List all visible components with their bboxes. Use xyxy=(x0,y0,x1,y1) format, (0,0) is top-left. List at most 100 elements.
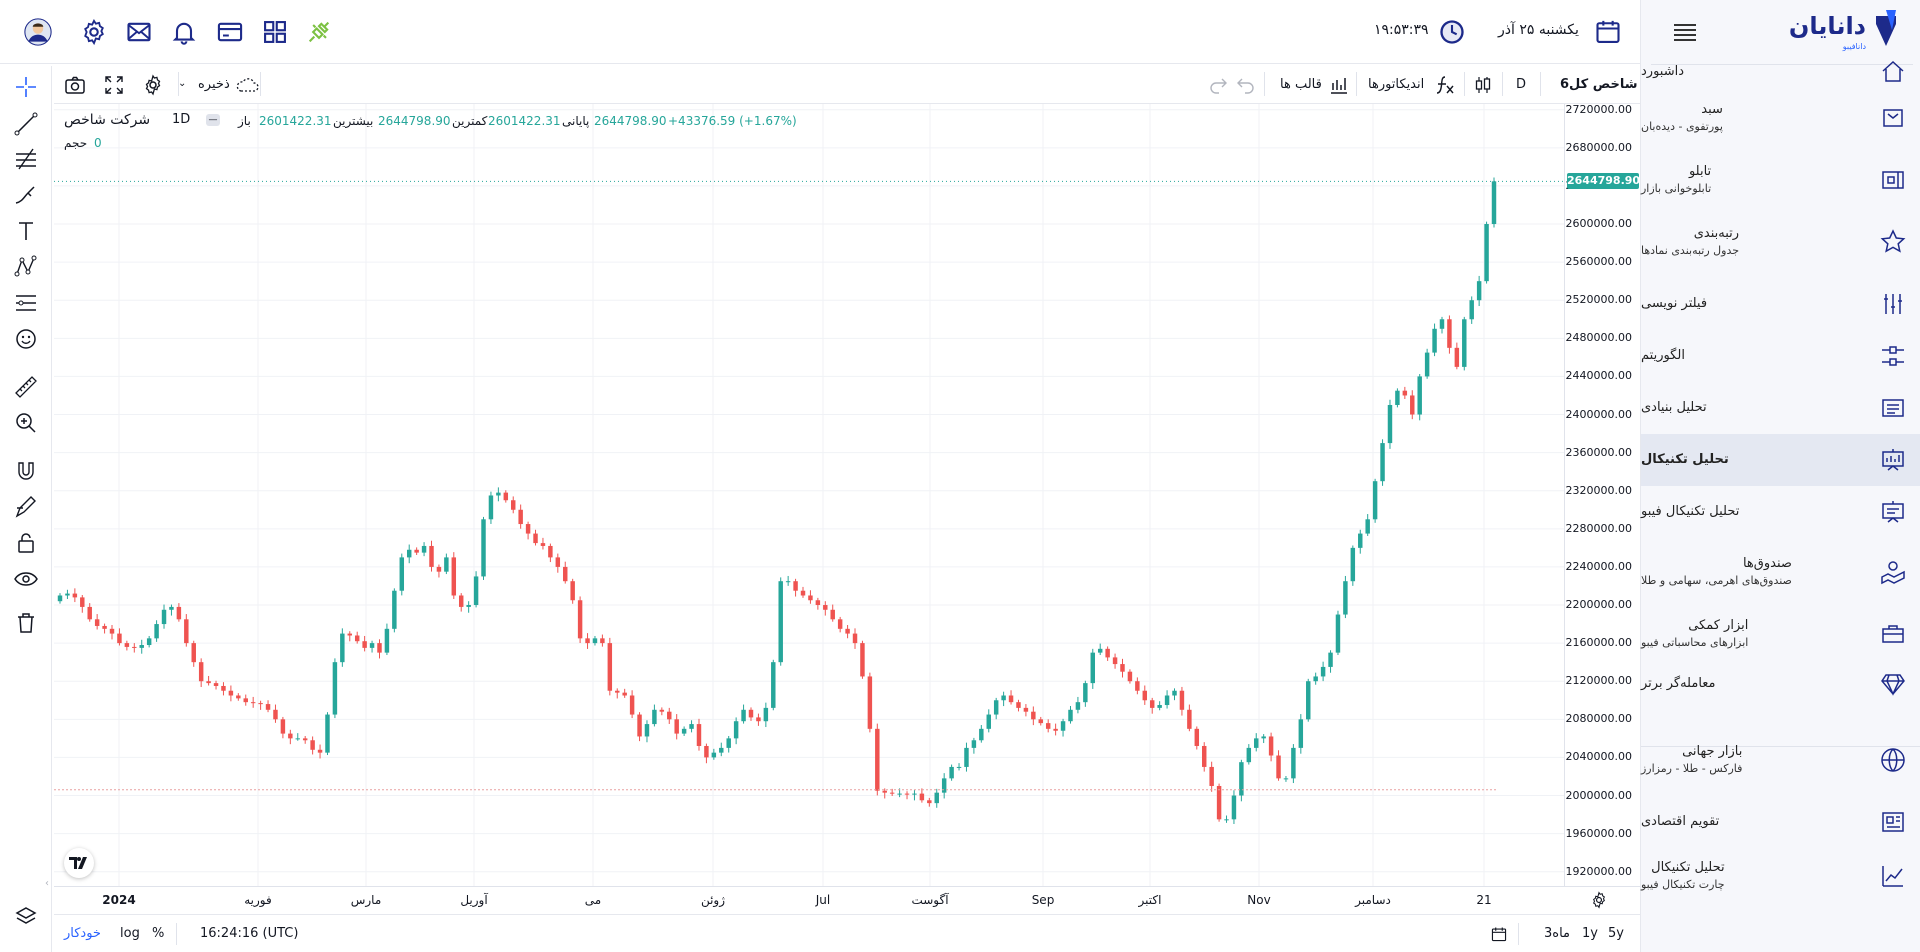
sidebar-item-label: تقویم اقتصادی xyxy=(1641,814,1720,829)
zoom-in-icon[interactable] xyxy=(13,410,39,436)
auto-scale-button[interactable]: خودکار xyxy=(64,926,101,941)
price-tick-label: 2200000.00 xyxy=(1565,598,1632,611)
sidebar-item-home[interactable]: داشبورد xyxy=(1641,46,1920,98)
fib-tools-icon[interactable] xyxy=(13,146,39,172)
menu-icon[interactable] xyxy=(1671,20,1699,44)
interval-button[interactable]: D xyxy=(1516,77,1527,92)
time-axis[interactable]: 2024 فوریه مارس آوریل می ژوئن Jul آگوست Sep اکتبر… xyxy=(54,886,1640,914)
card-icon[interactable] xyxy=(214,16,246,48)
lock-icon[interactable] xyxy=(13,530,39,556)
apps-icon[interactable] xyxy=(259,16,291,48)
candle xyxy=(198,658,204,688)
crosshair-icon[interactable] xyxy=(13,74,39,100)
brush-icon[interactable] xyxy=(13,182,39,208)
redo-icon[interactable] xyxy=(1208,74,1230,96)
symbol-search[interactable]: شاخص کل6 xyxy=(1560,77,1638,92)
bell-icon[interactable] xyxy=(168,16,200,48)
indicators-button[interactable]: اندیکاتورها xyxy=(1368,77,1425,92)
sidebar-item-briefcase[interactable]: ابزار کمکی ابزارهای محاسباتی فیبو xyxy=(1641,608,1920,660)
eye-icon[interactable] xyxy=(13,566,39,592)
candle xyxy=(503,490,509,503)
range-button-2[interactable]: 3ماه xyxy=(1544,926,1571,941)
candle xyxy=(87,603,92,622)
chart-settings-icon[interactable] xyxy=(142,74,164,96)
sidebar-item-presentation[interactable]: تحلیل تکنیکال فیبو xyxy=(1641,486,1920,538)
calendar-icon[interactable] xyxy=(1592,16,1624,48)
trend-line-icon[interactable] xyxy=(13,111,39,137)
plug-icon[interactable] xyxy=(303,16,335,48)
settings-icon[interactable] xyxy=(78,16,110,48)
magnet-icon[interactable] xyxy=(13,458,39,484)
candle xyxy=(1313,672,1318,685)
cloud-icon[interactable] xyxy=(234,74,260,96)
sidebar-item-filter[interactable]: فیلتر نویسی xyxy=(1641,278,1920,330)
layers-icon[interactable] xyxy=(13,904,39,930)
candle xyxy=(1283,775,1289,782)
candle xyxy=(830,604,835,622)
emoji-icon[interactable] xyxy=(13,326,39,352)
candle xyxy=(399,553,405,596)
templates-button[interactable]: قالب ها xyxy=(1280,77,1322,92)
axis-settings-icon[interactable] xyxy=(1590,891,1608,909)
date-range-icon[interactable] xyxy=(1490,925,1508,943)
sidebar-item-fund[interactable]: صندوق‌ها صندوق‌های اهرمی، سهامی و طلا xyxy=(1641,546,1920,598)
candle xyxy=(904,791,910,800)
fund-icon xyxy=(1881,561,1905,585)
legend-close-label: پایانی xyxy=(562,114,590,128)
draw-mode-icon[interactable] xyxy=(13,494,39,520)
templates-icon[interactable] xyxy=(1328,74,1350,96)
sidebar-item-algorithm[interactable]: الگوریتم xyxy=(1641,330,1920,382)
candle xyxy=(1031,706,1036,726)
prediction-icon[interactable] xyxy=(13,290,39,316)
candle xyxy=(741,704,746,724)
price-tick-label: 2480000.00 xyxy=(1565,331,1632,345)
price-axis[interactable]: 2720000.002680000.002640000.002600000.00… xyxy=(1564,103,1640,886)
range-button-1[interactable]: 1y xyxy=(1582,926,1598,941)
candle xyxy=(1060,718,1066,737)
function-icon[interactable] xyxy=(1434,74,1456,96)
sidebar-item-diamond[interactable]: معامله‌گر برتر xyxy=(1641,658,1920,710)
clock-icon xyxy=(1436,16,1468,48)
brand-logo[interactable]: دانایان دانافیبو xyxy=(1786,10,1906,56)
percent-scale-button[interactable]: % xyxy=(152,926,165,941)
sidebar-item-fundamental[interactable]: تحلیل بنیادی xyxy=(1641,382,1920,434)
sidebar-item-globe[interactable]: بازار جهانی فارکس - طلا - رمزارز xyxy=(1641,734,1920,786)
sidebar-item-newspaper[interactable]: تقویم اقتصادی xyxy=(1641,796,1920,848)
chevron-down-icon[interactable]: ⌄ xyxy=(178,78,187,89)
collapse-left-icon[interactable]: ‹ xyxy=(45,878,49,889)
tradingview-logo[interactable] xyxy=(64,848,94,878)
price-chart[interactable] xyxy=(54,104,1564,886)
utc-clock[interactable]: 16:24:16 (UTC) xyxy=(200,926,299,941)
candle xyxy=(1083,680,1088,707)
candle xyxy=(377,639,382,659)
trash-icon[interactable] xyxy=(13,610,39,636)
sidebar-item-star[interactable]: رتبه‌بندی جدول رتبه‌بندی نمادها xyxy=(1641,216,1920,268)
candle xyxy=(1135,677,1140,695)
camera-icon[interactable] xyxy=(64,74,86,96)
pattern-icon[interactable] xyxy=(13,254,39,280)
avatar[interactable] xyxy=(22,16,54,48)
sidebar-item-basket[interactable]: سبد پورتفوی - دیده‌بان xyxy=(1641,92,1920,144)
header-date: یکشنبه ۲۵ آذر xyxy=(1498,22,1579,38)
mail-icon[interactable] xyxy=(123,16,155,48)
candle xyxy=(124,640,130,651)
candle xyxy=(570,578,575,604)
sidebar-item-label: داشبورد xyxy=(1641,64,1684,79)
fullscreen-icon[interactable] xyxy=(103,74,125,96)
sidebar-item-chart[interactable]: تحلیل تکنیکال چارت تکنیکال فیبو xyxy=(1641,850,1920,902)
candles-icon[interactable] xyxy=(1472,74,1494,96)
sidebar-item-technical[interactable]: تحلیل تکنیکال xyxy=(1641,434,1920,486)
collapse-legend-icon[interactable]: — xyxy=(206,114,220,126)
sidebar-item-text: داشبورد xyxy=(1641,63,1684,81)
sidebar-item-board[interactable]: تابلو تابلوخوانی بازار xyxy=(1641,154,1920,206)
text-icon[interactable] xyxy=(13,218,39,244)
candle xyxy=(161,604,167,629)
log-scale-button[interactable]: log xyxy=(120,926,140,941)
range-button-0[interactable]: 5y xyxy=(1608,926,1624,941)
candle xyxy=(184,614,189,647)
save-button[interactable]: ذخیره xyxy=(198,77,230,92)
undo-icon[interactable] xyxy=(1234,74,1256,96)
candle xyxy=(1239,759,1244,802)
candle xyxy=(689,720,694,733)
ruler-icon[interactable] xyxy=(13,374,39,400)
